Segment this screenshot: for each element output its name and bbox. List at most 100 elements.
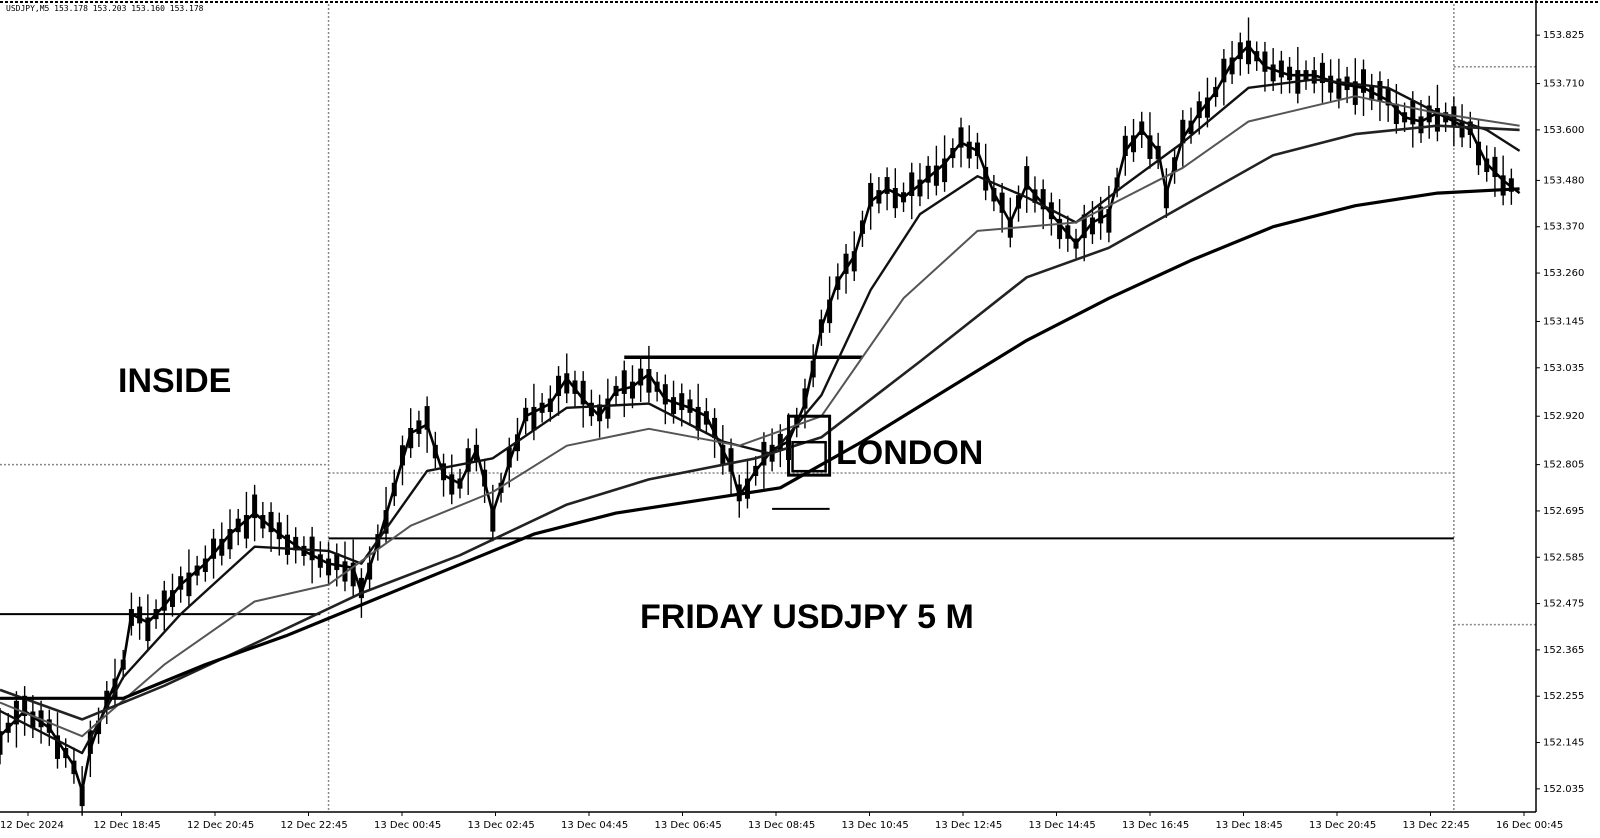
candle-body [482, 469, 488, 487]
candle-body [391, 482, 397, 497]
y-tick-label: 152.035 [1543, 784, 1584, 795]
candle-body [958, 127, 964, 148]
y-tick-label: 153.370 [1543, 222, 1584, 233]
candle-body [1163, 188, 1169, 209]
candle-body [728, 448, 734, 472]
x-tick-label: 12 Dec 2024 [0, 820, 64, 831]
candle-body [211, 538, 217, 559]
candle-body [859, 220, 865, 234]
candle-body [30, 711, 36, 729]
candle-body [1311, 70, 1317, 84]
candle-body [933, 165, 939, 186]
x-tick-label: 13 Dec 16:45 [1122, 820, 1189, 831]
candle-body [712, 417, 718, 439]
candle-body [1377, 81, 1383, 102]
candle-body [252, 494, 258, 519]
candle-body [761, 441, 767, 466]
candle-body [1172, 157, 1178, 171]
candle-body [1237, 42, 1243, 60]
y-tick-label: 153.825 [1543, 30, 1584, 41]
x-tick-label: 13 Dec 04:45 [561, 820, 628, 831]
y-tick-label: 153.035 [1543, 363, 1584, 374]
x-tick-label: 13 Dec 12:45 [935, 820, 1002, 831]
candle-body [169, 590, 175, 607]
inside-label: INSIDE [118, 362, 231, 400]
candle-body [367, 562, 373, 580]
candle-body [334, 553, 340, 571]
candle-body [1016, 195, 1022, 209]
ma-200-line [0, 187, 1520, 700]
y-tick-label: 153.145 [1543, 316, 1584, 327]
candle-body [942, 158, 948, 183]
candle-body [588, 402, 594, 417]
candle-body [350, 562, 356, 587]
candle-body [243, 515, 249, 539]
y-tick-label: 152.920 [1543, 411, 1584, 422]
x-tick-label: 13 Dec 14:45 [1029, 820, 1096, 831]
candle-body [974, 142, 980, 156]
y-tick-label: 152.145 [1543, 738, 1584, 749]
candle-body [1196, 101, 1202, 119]
candle-body [1500, 175, 1506, 196]
candle-body [342, 561, 348, 582]
x-tick-label: 13 Dec 00:45 [374, 820, 441, 831]
candle-body [753, 465, 759, 476]
candle-body [178, 576, 184, 590]
candle-body [260, 515, 266, 529]
y-tick-label: 152.475 [1543, 599, 1584, 610]
candle-body [909, 172, 915, 196]
candle-body [720, 444, 726, 466]
y-tick-label: 152.365 [1543, 645, 1584, 656]
candle-body [744, 478, 750, 499]
candle-body [235, 518, 241, 533]
candle-body [613, 385, 619, 396]
candle-body [1443, 112, 1449, 123]
candle-body [96, 720, 102, 735]
ma-20-line [0, 78, 1521, 755]
candle-body [490, 508, 496, 532]
candle-body [1336, 78, 1342, 99]
candle-body [687, 399, 693, 413]
candle-body [1139, 121, 1145, 135]
candle-body [293, 536, 299, 551]
candle-body [54, 735, 60, 759]
candle-body [547, 398, 553, 412]
candle-body [128, 609, 134, 626]
candle-body [580, 380, 586, 405]
candle-body [892, 188, 898, 209]
x-tick-label: 12 Dec 22:45 [281, 820, 348, 831]
candle-body [358, 577, 364, 599]
candle-body [1213, 86, 1219, 98]
candle-body [79, 785, 85, 807]
candle-body [1319, 62, 1325, 84]
y-tick-label: 152.805 [1543, 460, 1584, 471]
candle-body [539, 402, 545, 413]
candle-body [219, 538, 225, 556]
candle-body [662, 384, 668, 405]
candle-body [1131, 135, 1137, 153]
candle-body [1476, 141, 1482, 166]
candle-body [383, 510, 389, 534]
candle-body [1426, 105, 1432, 123]
x-tick-label: 13 Dec 18:45 [1216, 820, 1283, 831]
candle-body [950, 148, 956, 159]
candle-body [1262, 51, 1268, 72]
candle-body [629, 381, 635, 399]
x-tick-label: 16 Dec 00:45 [1496, 820, 1563, 831]
y-tick-label: 153.600 [1543, 125, 1584, 136]
x-tick-label: 12 Dec 18:45 [94, 820, 161, 831]
candle-body [1361, 69, 1367, 93]
candle-body [399, 445, 405, 466]
candle-body [1287, 66, 1293, 81]
candle-body [22, 695, 28, 716]
candle-body [1434, 108, 1440, 132]
candle-body [1106, 209, 1112, 233]
candle-body [71, 760, 77, 775]
candle-body [1081, 214, 1087, 239]
candle-body [835, 276, 841, 290]
candle-body [0, 731, 3, 755]
candle-body [703, 411, 709, 425]
y-tick-label: 152.255 [1543, 691, 1584, 702]
candle-body [13, 700, 19, 725]
